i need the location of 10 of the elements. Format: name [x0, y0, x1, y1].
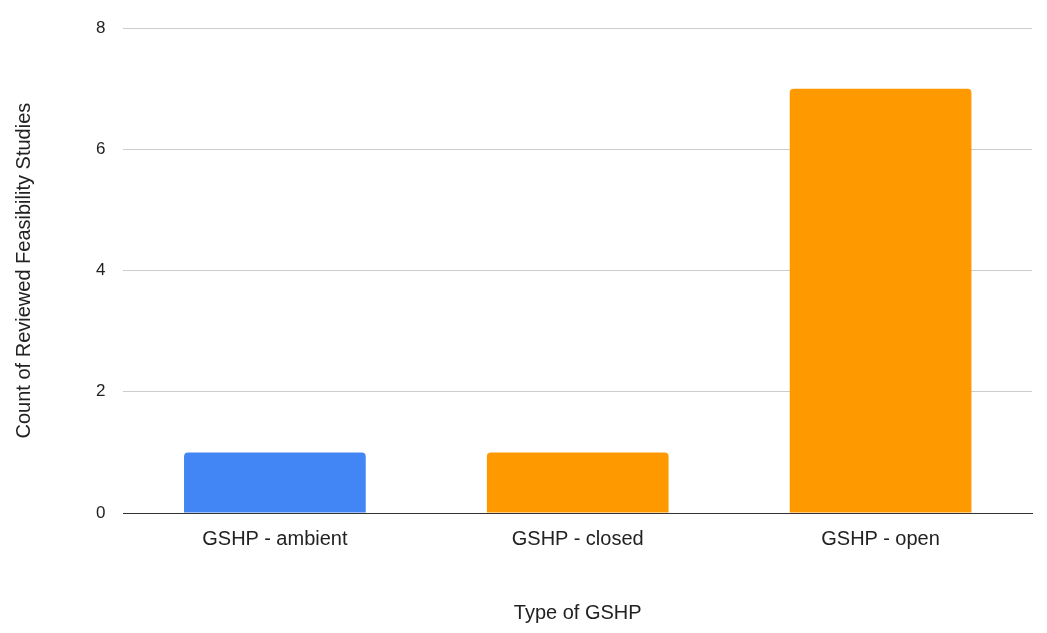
y-axis-title: Count of Reviewed Feasibility Studies: [11, 102, 34, 439]
x-tick-label: GSHP - ambient: [202, 526, 348, 549]
y-tick-label: 8: [95, 17, 106, 37]
y-tick-label: 0: [95, 502, 106, 522]
y-tick-label: 2: [95, 381, 106, 401]
y-tick-label: 4: [95, 260, 106, 280]
x-tick-label: GSHP - open: [821, 526, 940, 549]
x-axis-title: Type of GSHP: [513, 600, 642, 623]
x-tick-label: GSHP - closed: [511, 526, 644, 549]
y-tick-label: 6: [95, 139, 106, 159]
